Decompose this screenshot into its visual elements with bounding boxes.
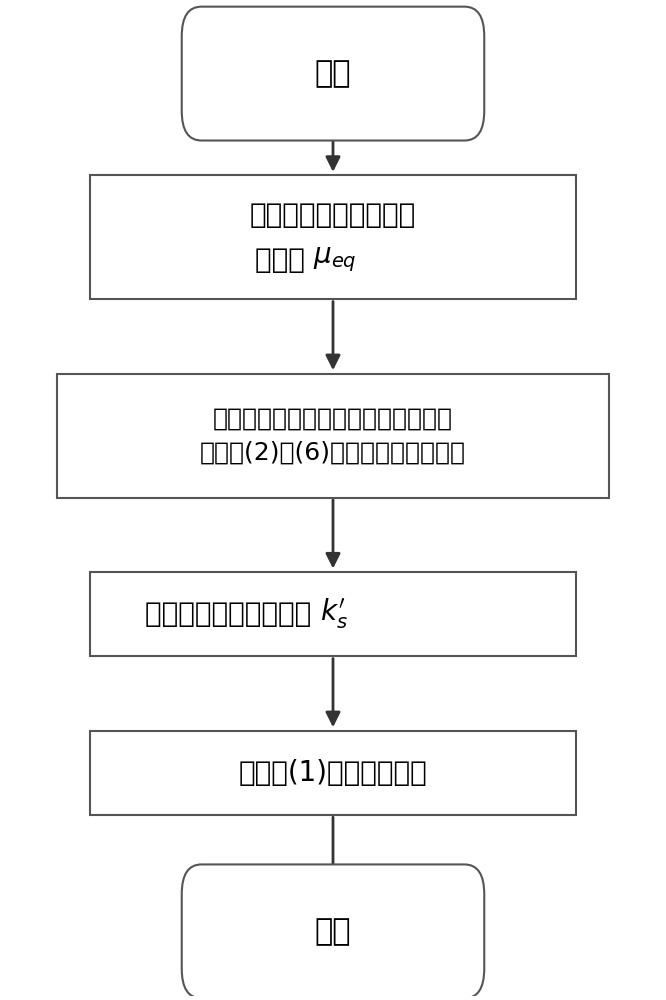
Text: $k_s'$: $k_s'$ <box>320 597 348 631</box>
Text: 磁导率: 磁导率 <box>254 246 313 274</box>
FancyBboxPatch shape <box>182 7 484 141</box>
Text: 开始: 开始 <box>315 59 351 88</box>
Text: 计算导体背铁等效平均: 计算导体背铁等效平均 <box>250 201 416 229</box>
FancyBboxPatch shape <box>182 864 484 998</box>
Bar <box>90 572 576 656</box>
Text: 计算横向效应修正因子: 计算横向效应修正因子 <box>145 600 320 628</box>
Bar <box>90 175 576 299</box>
Text: 确定导体背铁及导体场域磁矢势表达
式即式(2)和(6)中各系数的具体形式: 确定导体背铁及导体场域磁矢势表达 式即式(2)和(6)中各系数的具体形式 <box>200 407 466 464</box>
Text: 根据式(1)计算电磁转矩: 根据式(1)计算电磁转矩 <box>238 759 428 787</box>
Bar <box>57 374 609 498</box>
Text: 结束: 结束 <box>315 917 351 946</box>
Text: $\mu_{eq}$: $\mu_{eq}$ <box>313 245 357 274</box>
Bar <box>90 731 576 815</box>
